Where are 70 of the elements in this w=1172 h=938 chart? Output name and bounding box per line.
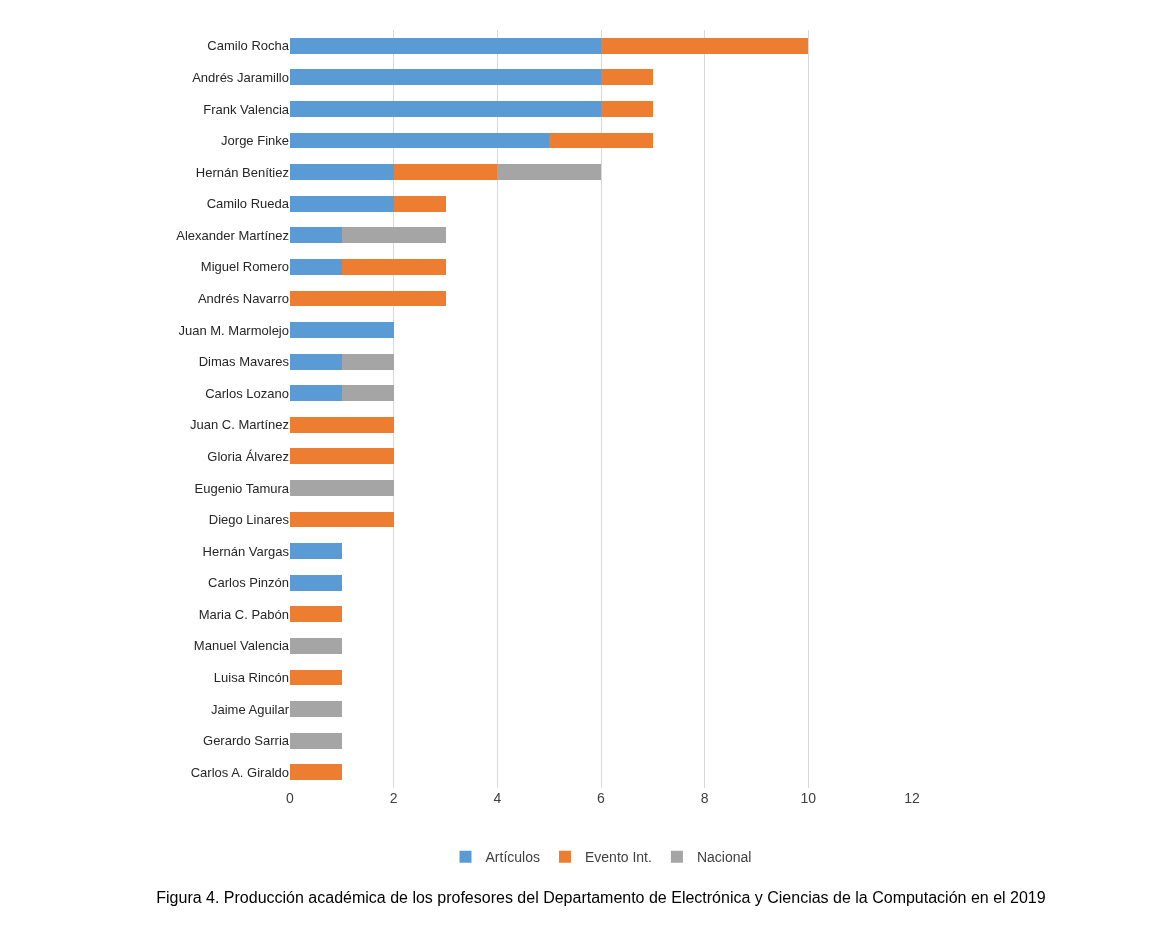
bar bbox=[290, 227, 342, 244]
x-tick-label: 0 bbox=[286, 790, 295, 806]
x-tick-label: 10 bbox=[800, 790, 817, 806]
bar bbox=[497, 164, 601, 181]
bar bbox=[290, 37, 601, 54]
bar bbox=[601, 69, 653, 86]
bar bbox=[393, 164, 498, 181]
bar bbox=[341, 353, 394, 370]
bar bbox=[290, 701, 342, 717]
y-tick-label: Carlos Lozano bbox=[205, 385, 289, 401]
y-tick-label: Andrés Navarro bbox=[197, 291, 289, 307]
bar bbox=[290, 511, 394, 528]
y-tick-label: Frank Valencia bbox=[203, 101, 290, 117]
y-tick-label: Hernán Vargas bbox=[202, 543, 290, 559]
bar bbox=[341, 227, 446, 244]
bar bbox=[290, 132, 550, 149]
bar bbox=[290, 732, 342, 749]
bar bbox=[601, 101, 653, 117]
x-tick-label: 8 bbox=[700, 790, 709, 806]
bar bbox=[290, 290, 446, 307]
bar bbox=[290, 101, 601, 117]
legend-label: Nacional bbox=[696, 849, 752, 866]
y-tick-label: Hernán Benítiez bbox=[195, 164, 289, 180]
y-tick-label: Miguel Romero bbox=[200, 259, 289, 275]
y-tick-label: Juan C. Martínez bbox=[190, 417, 289, 433]
x-tick-label: 12 bbox=[904, 790, 920, 806]
bar bbox=[341, 385, 394, 402]
bar bbox=[290, 606, 342, 623]
bar bbox=[341, 258, 446, 275]
bar bbox=[290, 448, 394, 465]
bar bbox=[290, 195, 394, 212]
y-tick-label: Manuel Valencia bbox=[193, 638, 290, 654]
bar bbox=[393, 195, 446, 212]
y-tick-label: Luisa Rincón bbox=[213, 670, 289, 686]
x-tick-label: 2 bbox=[389, 790, 398, 806]
y-tick-label: Carlos Pinzón bbox=[208, 575, 289, 591]
bar bbox=[549, 132, 653, 149]
bar bbox=[290, 69, 601, 86]
bar bbox=[290, 353, 342, 370]
bar bbox=[290, 574, 342, 591]
y-tick-label: Jorge Finke bbox=[221, 133, 289, 149]
y-tick-label: Gerardo Sarria bbox=[203, 733, 290, 749]
bar bbox=[290, 322, 394, 338]
bar bbox=[290, 543, 342, 560]
bar bbox=[290, 480, 394, 496]
y-tick-label: Alexander Martínez bbox=[176, 227, 289, 243]
y-tick-label: Jaime Aguilar bbox=[210, 701, 290, 717]
y-tick-label: Eugenio Tamura bbox=[194, 480, 290, 496]
bar bbox=[290, 385, 342, 402]
y-tick-label: Juan M. Marmolejo bbox=[178, 322, 289, 338]
x-tick-label: 4 bbox=[493, 790, 502, 806]
legend-label: Artículos bbox=[485, 849, 540, 866]
y-tick-label: Dimas Mavares bbox=[198, 354, 290, 370]
y-tick-label: Carlos A. Giraldo bbox=[190, 764, 289, 780]
x-tick-label: 6 bbox=[597, 790, 606, 806]
y-tick-label: Camilo Rocha bbox=[207, 38, 290, 54]
legend-label: Evento Int. bbox=[584, 849, 652, 866]
bar bbox=[601, 37, 809, 54]
bar bbox=[290, 416, 394, 433]
y-tick-label: Maria C. Pabón bbox=[198, 606, 289, 622]
y-tick-label: Andrés Jaramillo bbox=[192, 69, 289, 85]
y-tick-label: Camilo Rueda bbox=[206, 196, 290, 212]
bar bbox=[290, 258, 342, 275]
bar bbox=[290, 764, 342, 781]
y-tick-label: Gloria Álvarez bbox=[207, 448, 289, 464]
bar bbox=[290, 637, 342, 654]
bar bbox=[290, 164, 394, 181]
bar bbox=[290, 669, 342, 686]
y-tick-label: Diego Linares bbox=[208, 512, 290, 528]
text: Figura 4. Producción académica de los profesores del Departamento de Electrónica y Ciencias de la Computación en el 2019 bbox=[156, 889, 1046, 906]
